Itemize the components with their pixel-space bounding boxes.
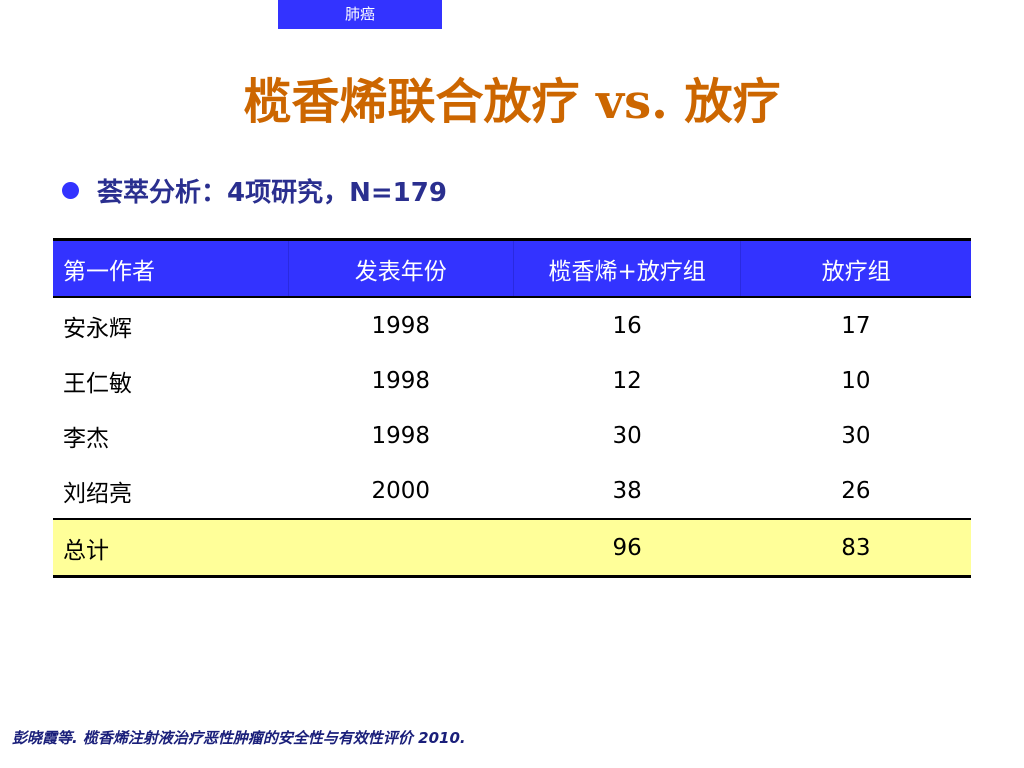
slide-title: 榄香烯联合放疗 vs. 放疗 — [243, 74, 781, 130]
column-header-radio-group: 放疗组 — [740, 239, 971, 297]
cell-total-label: 总计 — [63, 537, 109, 564]
column-header-author: 第一作者 — [63, 258, 155, 285]
table-row: 安永辉 1998 16 17 — [53, 297, 971, 353]
cell-radio: 17 — [841, 312, 871, 339]
cell-radio: 10 — [841, 367, 871, 394]
table-row: 李杰 1998 30 30 — [53, 408, 971, 463]
cell-total-year — [288, 519, 514, 577]
table-header-row: 第一作者 发表年份 榄香烯+放疗组 放疗组 — [53, 239, 971, 297]
cell-year: 1998 — [371, 367, 431, 394]
cell-author: 刘绍亮 — [63, 480, 132, 507]
topic-tag: 肺癌 — [278, 0, 442, 29]
cell-author: 安永辉 — [63, 315, 132, 342]
cell-combo: 16 — [612, 312, 642, 339]
cell-combo: 12 — [612, 367, 642, 394]
table-row: 王仁敏 1998 12 10 — [53, 353, 971, 408]
bullet-text: 荟萃分析：4项研究，N=179 — [97, 177, 447, 208]
cell-year: 2000 — [371, 477, 431, 504]
meta-analysis-table: 第一作者 发表年份 榄香烯+放疗组 放疗组 安永辉 1998 16 17 王仁敏… — [53, 238, 971, 578]
cell-year: 1998 — [371, 312, 431, 339]
bullet-dot-icon — [62, 181, 79, 199]
cell-radio: 30 — [841, 422, 871, 449]
cell-total-radio: 83 — [841, 534, 871, 561]
cell-combo: 30 — [612, 422, 642, 449]
cell-author: 李杰 — [63, 425, 109, 452]
cell-combo: 38 — [612, 477, 642, 504]
cell-radio: 26 — [841, 477, 871, 504]
cell-year: 1998 — [371, 422, 431, 449]
cell-total-combo: 96 — [612, 534, 642, 561]
column-header-combo-group: 榄香烯+放疗组 — [513, 239, 741, 297]
column-header-year: 发表年份 — [287, 239, 514, 297]
citation-footnote: 彭晓霞等. 榄香烯注射液治疗恶性肿瘤的安全性与有效性评价 2010. — [12, 729, 466, 747]
table-row: 刘绍亮 2000 38 26 — [53, 463, 971, 519]
cell-author: 王仁敏 — [63, 370, 132, 397]
bullet-point: 荟萃分析：4项研究，N=179 — [62, 170, 447, 210]
total-row: 总计 96 83 — [53, 519, 971, 577]
